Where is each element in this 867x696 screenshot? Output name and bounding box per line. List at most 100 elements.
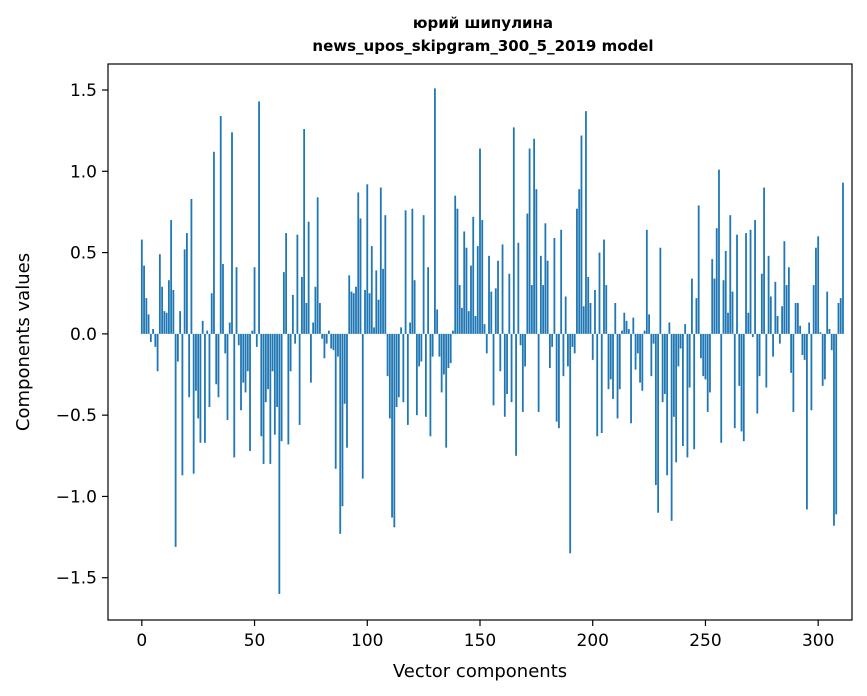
bar	[323, 333, 326, 359]
bar	[738, 333, 741, 386]
y-tick-label: 0.0	[70, 325, 97, 345]
bar	[625, 320, 628, 334]
bar	[258, 101, 260, 334]
bar	[659, 247, 662, 334]
bar	[291, 294, 294, 334]
bar	[361, 333, 364, 479]
bar	[652, 333, 655, 344]
bar	[711, 259, 714, 334]
bar	[204, 333, 206, 443]
bar	[206, 330, 209, 334]
x-tick-label: 50	[244, 631, 266, 651]
bar	[366, 184, 369, 334]
bar	[634, 333, 637, 370]
bar	[573, 333, 576, 354]
bar	[246, 333, 249, 372]
bar	[751, 333, 754, 338]
bar	[524, 333, 526, 367]
bar	[781, 306, 784, 334]
bar	[506, 333, 508, 395]
bar	[709, 333, 711, 393]
bar	[476, 246, 479, 334]
bar	[192, 333, 195, 474]
y-tick-label: −1.5	[56, 569, 97, 589]
bar	[492, 333, 495, 406]
bar	[535, 189, 538, 334]
bar	[697, 205, 700, 334]
bar	[501, 244, 504, 334]
bar	[409, 322, 412, 334]
chart-title: юрий шипулина	[413, 14, 553, 32]
y-axis-label: Components values	[13, 253, 34, 431]
bar	[280, 333, 283, 442]
bar	[170, 220, 173, 334]
bar	[251, 330, 254, 334]
bar	[143, 265, 145, 334]
bar	[824, 333, 826, 380]
bar	[343, 333, 346, 404]
bar	[720, 333, 723, 443]
bar	[817, 236, 820, 334]
bar	[706, 333, 709, 412]
bar	[321, 333, 324, 339]
bar	[600, 333, 603, 434]
bar	[695, 298, 698, 334]
bar	[783, 241, 786, 334]
bar	[474, 315, 477, 334]
bar	[452, 330, 454, 334]
bar	[181, 333, 184, 476]
bar	[596, 333, 599, 437]
bar	[627, 328, 630, 334]
bar	[156, 333, 159, 372]
bar	[510, 333, 513, 403]
bar	[422, 215, 425, 334]
bar	[645, 229, 648, 334]
bar	[244, 333, 247, 393]
bar	[339, 333, 342, 534]
bar	[569, 333, 572, 554]
y-axis-ticks: 1.5 1.0 0.5 0.0 −0.5 −1.0 −1.5	[56, 81, 108, 589]
bar	[337, 333, 339, 357]
bar	[794, 302, 797, 334]
bar	[303, 129, 306, 334]
bar	[174, 333, 177, 547]
bar	[355, 286, 357, 334]
bar	[368, 293, 371, 334]
bar	[618, 333, 621, 390]
bar	[499, 333, 502, 372]
bar	[424, 333, 427, 417]
bar	[519, 333, 522, 346]
bar	[623, 312, 626, 334]
bar	[163, 311, 166, 334]
bar	[149, 333, 152, 342]
bar	[555, 333, 558, 422]
bar	[774, 281, 777, 334]
bar	[400, 327, 402, 334]
bar	[397, 333, 400, 398]
bar	[612, 333, 614, 399]
bar	[415, 333, 418, 416]
bar	[580, 135, 583, 334]
bar	[670, 333, 673, 521]
bar	[294, 333, 297, 344]
x-tick-label: 150	[464, 631, 496, 651]
bar	[679, 333, 682, 349]
bar	[237, 333, 240, 346]
bar	[334, 333, 337, 469]
bar	[614, 302, 617, 334]
bar	[443, 333, 445, 375]
x-tick-label: 100	[351, 631, 383, 651]
bar	[447, 333, 450, 369]
bar	[693, 333, 696, 450]
bar	[242, 333, 245, 383]
y-tick-label: −1.0	[56, 487, 97, 507]
bar	[391, 333, 393, 518]
bar	[530, 285, 533, 334]
bar	[724, 250, 727, 334]
bar	[830, 333, 833, 351]
bar	[537, 333, 540, 412]
bar	[427, 267, 430, 334]
bar	[449, 333, 452, 364]
bar	[228, 322, 231, 334]
bar	[621, 330, 623, 334]
